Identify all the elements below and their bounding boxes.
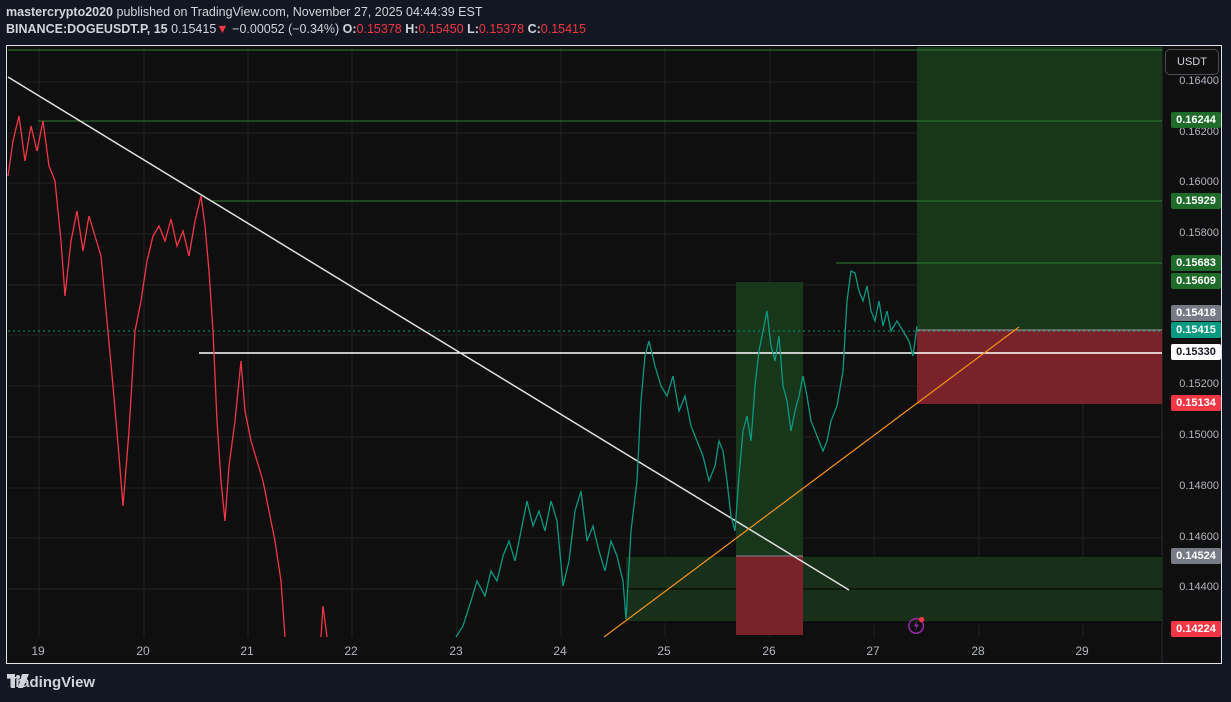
price-tag-entry[interactable]: 0.15418 — [1171, 305, 1221, 321]
price-tag-target-1[interactable]: 0.16244 — [1171, 112, 1221, 128]
date-label: 29 — [1075, 644, 1089, 658]
date-label: 21 — [240, 644, 254, 658]
price-tick: 0.14800 — [1179, 480, 1219, 492]
price-tick: 0.14400 — [1179, 581, 1219, 593]
chart-canvas[interactable] — [7, 46, 1222, 664]
short-position-profit[interactable] — [917, 47, 1162, 330]
symbol-legend: BINANCE:DOGEUSDT.P, 15 0.15415▼ −0.00052… — [6, 22, 586, 36]
publisher-name[interactable]: mastercrypto2020 — [6, 5, 114, 19]
last-price: 0.15415 — [171, 22, 217, 36]
close-label: C: — [527, 22, 541, 36]
publish-info: mastercrypto2020 published on TradingVie… — [6, 5, 482, 19]
level-lines[interactable] — [8, 49, 1162, 264]
price-tag-target-3[interactable]: 0.15683 — [1171, 255, 1221, 271]
low-label: L: — [467, 22, 479, 36]
price-tick: 0.16200 — [1179, 126, 1219, 138]
price-tag-stop[interactable]: 0.15134 — [1171, 395, 1221, 411]
short-position-loss[interactable] — [917, 330, 1162, 404]
date-label: 28 — [971, 644, 985, 658]
lightning-alert-icon[interactable] — [907, 615, 927, 635]
price-tag-long-stop[interactable]: 0.14224 — [1171, 621, 1221, 637]
date-label: 19 — [31, 644, 45, 658]
publish-text: published on TradingView.com, November 2… — [116, 5, 483, 19]
price-tag-target-4[interactable]: 0.15609 — [1171, 273, 1221, 289]
high-value: 0.15450 — [418, 22, 464, 36]
ascending-trendline[interactable] — [603, 326, 1020, 638]
price-tag-horizontal-line[interactable]: 0.15330 — [1171, 344, 1221, 360]
currency-button[interactable]: USDT — [1165, 49, 1219, 75]
symbol-name[interactable]: BINANCE:DOGEUSDT.P, 15 — [6, 22, 168, 36]
grid — [8, 47, 1162, 637]
tradingview-logo-text: TradingView — [7, 674, 96, 691]
tradingview-logo-icon — [7, 674, 29, 688]
open-label: O: — [342, 22, 357, 36]
open-value: 0.15378 — [356, 22, 402, 36]
price-tag-target-2[interactable]: 0.15929 — [1171, 193, 1221, 209]
price-tick: 0.16400 — [1179, 75, 1219, 87]
close-value: 0.15415 — [540, 22, 586, 36]
price-change: −0.00052 (−0.34%) — [232, 22, 340, 36]
high-label: H: — [405, 22, 419, 36]
price-tag-last[interactable]: 0.15415 — [1171, 322, 1221, 338]
price-series — [7, 115, 918, 638]
date-label: 22 — [344, 644, 358, 658]
descending-trendline[interactable] — [7, 76, 850, 591]
price-tag-long-entry[interactable]: 0.14524 — [1171, 548, 1221, 564]
price-tick: 0.16000 — [1179, 176, 1219, 188]
date-label: 20 — [136, 644, 150, 658]
price-tick: 0.15800 — [1179, 227, 1219, 239]
chart-pane[interactable] — [6, 45, 1222, 664]
long-position-loss[interactable] — [736, 556, 803, 635]
date-label: 25 — [657, 644, 671, 658]
down-arrow-icon: ▼ — [216, 22, 229, 36]
date-label: 24 — [553, 644, 567, 658]
price-tick: 0.15000 — [1179, 429, 1219, 441]
date-label: 26 — [762, 644, 776, 658]
price-tick: 0.15200 — [1179, 378, 1219, 390]
date-label: 23 — [449, 644, 463, 658]
price-tick: 0.14600 — [1179, 531, 1219, 543]
tradingview-logo[interactable]: TradingView — [7, 674, 95, 691]
date-label: 27 — [866, 644, 880, 658]
low-value: 0.15378 — [478, 22, 525, 36]
